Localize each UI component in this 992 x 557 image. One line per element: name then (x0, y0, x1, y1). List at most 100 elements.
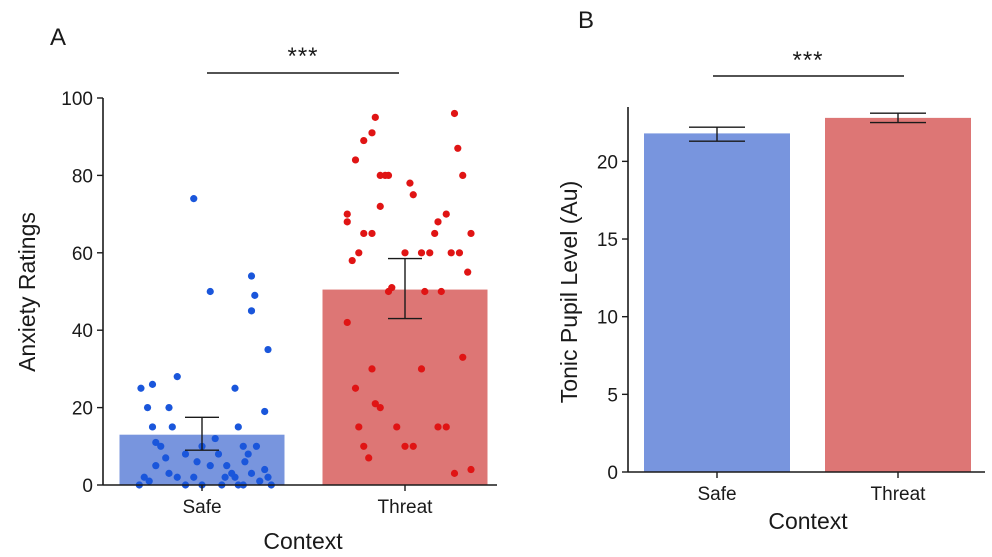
panel-a-point-threat (434, 423, 442, 431)
panel-a-point-safe (137, 384, 145, 392)
panel-b-significance: *** (792, 47, 823, 74)
panel-a-point-threat (368, 229, 376, 238)
panel-a-point-threat (384, 171, 393, 179)
panel-a-point-threat (442, 210, 450, 218)
panel-a-point-threat (454, 144, 462, 152)
panel-b-y-tick-label: 10 (597, 308, 618, 329)
panel-a-point-safe (244, 450, 252, 458)
panel-a-point-threat (360, 442, 368, 450)
panel-a-point-safe (223, 462, 231, 470)
panel-b-letter: B (578, 7, 594, 34)
panel-a-point-threat (360, 229, 368, 238)
panel-a-point-safe (190, 195, 198, 203)
panel-a-point-threat (450, 109, 459, 118)
panel-a-point-threat (464, 268, 472, 276)
panel-a-point-safe (206, 287, 214, 296)
panel-a-point-safe (231, 384, 239, 392)
panel-a-point-threat (351, 156, 360, 164)
panel-a: A *** Safe Threat 0 20 40 60 80 100 Context Anx… (14, 24, 497, 554)
panel-a-point-threat (376, 171, 384, 179)
panel-a-y-tick-label: 40 (72, 321, 93, 342)
panel-a-point-safe (193, 458, 201, 466)
panel-b: B *** Safe Threat 0 5 10 15 20 Context Tonic P… (556, 7, 985, 534)
panel-a-point-threat (450, 469, 459, 477)
panel-a-point-safe (264, 473, 272, 481)
panel-a-point-threat (401, 442, 409, 450)
panel-b-y-tick-label: 15 (597, 230, 618, 251)
panel-a-point-threat (447, 249, 455, 257)
panel-a-point-safe (190, 473, 198, 481)
panel-a-x-axis-label: Context (263, 528, 343, 552)
panel-a-point-threat (459, 171, 467, 179)
panel-a-point-threat (376, 404, 384, 412)
panel-a-point-threat (467, 465, 475, 474)
panel-a-point-safe (228, 469, 236, 477)
panel-a-point-safe (148, 380, 157, 388)
panel-a-point-threat (351, 384, 360, 392)
panel-b-y-tick-label: 20 (597, 152, 618, 173)
panel-b-y-tick-label: 5 (607, 385, 618, 406)
panel-a-point-safe (206, 462, 214, 470)
panel-a-point-safe (241, 458, 249, 466)
panel-a-point-threat (406, 179, 414, 187)
panel-a-y-tick-label: 60 (72, 244, 93, 265)
panel-a-point-threat (355, 249, 363, 257)
panel-a-point-safe (234, 423, 242, 431)
panel-a-point-safe (145, 477, 153, 485)
panel-a-point-threat (417, 249, 426, 257)
panel-a-point-safe (261, 465, 269, 474)
panel-a-y-axis-label: Anxiety Ratings (14, 212, 40, 372)
panel-a-point-threat (368, 365, 376, 373)
panel-a-point-threat (409, 191, 417, 199)
panel-a-point-threat (393, 423, 401, 431)
panel-a-point-threat (371, 400, 379, 408)
panel-a-y-tick-label: 80 (72, 166, 93, 187)
panel-a-point-safe (143, 404, 152, 412)
panel-a-y-tick-label: 20 (72, 399, 93, 420)
panel-a-point-threat (343, 218, 351, 226)
panel-a-x-tick-label: Safe (182, 497, 221, 518)
panel-a-point-threat (343, 210, 351, 218)
panel-a-point-threat (459, 353, 467, 361)
panel-a-y-tick-label: 100 (61, 89, 93, 110)
panel-a-point-safe (247, 307, 256, 315)
panel-a-point-safe (152, 462, 160, 470)
panel-a-point-safe (140, 473, 148, 481)
panel-a-point-threat (343, 318, 351, 327)
panel-a-point-safe (247, 272, 256, 280)
panel-a-point-safe (165, 469, 173, 477)
panel-a-point-threat (442, 423, 450, 431)
panel-a-point-threat (437, 287, 445, 296)
panel-a-point-threat (421, 287, 429, 296)
panel-a-point-threat (431, 229, 439, 238)
panel-a-point-safe (252, 442, 261, 450)
panel-a-point-threat (376, 202, 384, 210)
panel-a-point-safe (168, 423, 176, 431)
panel-a-point-safe (247, 469, 256, 477)
panel-a-point-threat (426, 249, 434, 257)
panel-a-point-threat (360, 136, 368, 145)
panel-a-point-threat (371, 113, 379, 121)
panel-a-point-safe (181, 450, 190, 458)
panel-a-point-safe (251, 291, 259, 299)
panel-a-point-safe (148, 423, 157, 431)
panel-b-x-tick-label: Safe (697, 484, 736, 505)
panel-a-point-threat (348, 256, 356, 265)
panel-a-point-threat (417, 365, 426, 373)
panel-a-point-threat (355, 423, 363, 431)
panel-a-point-safe (165, 404, 173, 412)
panel-a-point-safe (239, 442, 247, 450)
panel-a-point-threat (401, 249, 409, 257)
panel-a-point-threat (467, 229, 475, 238)
panel-b-x-axis-label: Context (768, 508, 848, 534)
panel-a-point-safe (157, 442, 165, 450)
panel-a-point-threat (455, 249, 464, 257)
panel-a-point-safe (211, 434, 219, 443)
panel-b-bar-safe (644, 133, 790, 473)
panel-a-point-threat (388, 284, 396, 292)
panel-a-y-tick-label: 0 (82, 476, 93, 497)
panel-a-point-safe (261, 407, 269, 416)
panel-a-point-safe (214, 450, 223, 458)
panel-b-x-tick-label: Threat (871, 484, 927, 505)
